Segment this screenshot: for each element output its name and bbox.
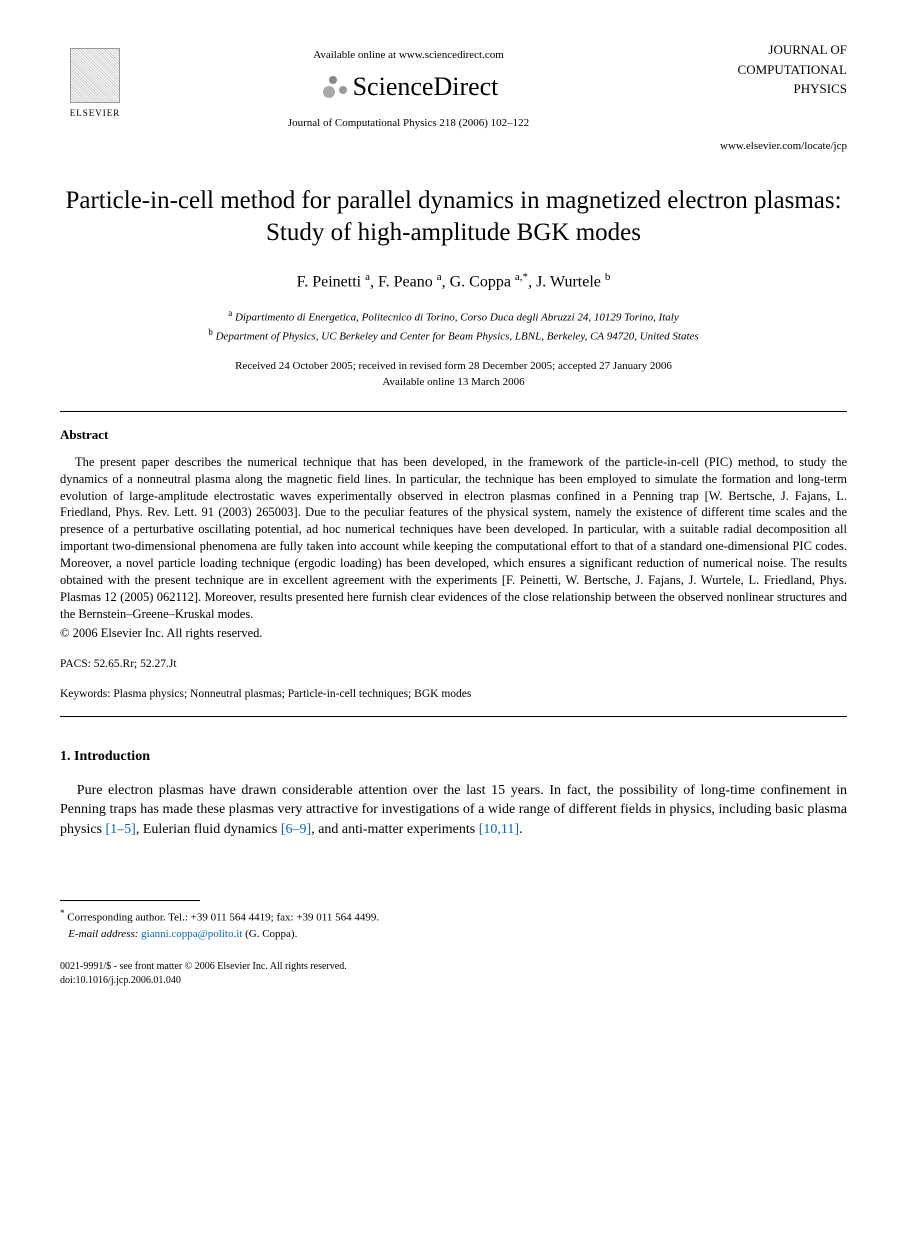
author-4: J. Wurtele [536, 273, 601, 290]
ref-link-3[interactable]: [10,11] [479, 822, 519, 837]
pacs-label: PACS: [60, 658, 91, 670]
corresponding-author-footnote: * Corresponding author. Tel.: +39 011 56… [60, 907, 847, 943]
author-2-aff: a [437, 271, 442, 283]
dates-line1: Received 24 October 2005; received in re… [60, 358, 847, 375]
author-4-aff: b [605, 271, 611, 283]
keywords-values: Plasma physics; Nonneutral plasmas; Part… [113, 688, 471, 700]
footnote-line2: E-mail address: gianni.coppa@polito.it (… [60, 926, 847, 943]
article-dates: Received 24 October 2005; received in re… [60, 358, 847, 391]
affiliation-b: b Department of Physics, UC Berkeley and… [60, 326, 847, 345]
corr-email-name: (G. Coppa). [245, 928, 297, 940]
email-label: E-mail address: [68, 928, 138, 940]
publisher-name: ELSEVIER [70, 107, 121, 120]
keywords-line: Keywords: Plasma physics; Nonneutral pla… [60, 686, 847, 702]
journal-name-line2: COMPUTATIONAL [687, 60, 847, 80]
page-footer: 0021-9991/$ - see front matter © 2006 El… [60, 960, 847, 988]
footer-line1: 0021-9991/$ - see front matter © 2006 El… [60, 960, 847, 974]
footnote-rule [60, 900, 200, 901]
ref-link-1[interactable]: [1–5] [106, 822, 136, 837]
copyright-line: © 2006 Elsevier Inc. All rights reserved… [60, 625, 847, 643]
affiliations: a Dipartimento di Energetica, Politecnic… [60, 307, 847, 345]
abstract-text: The present paper describes the numerica… [60, 454, 847, 623]
ref-link-2[interactable]: [6–9] [281, 822, 311, 837]
author-1: F. Peinetti [297, 273, 362, 290]
journal-reference: Journal of Computational Physics 218 (20… [130, 116, 687, 131]
sciencedirect-icon [319, 74, 347, 102]
introduction-heading: 1. Introduction [60, 747, 847, 767]
rule-bottom [60, 716, 847, 717]
elsevier-tree-icon [70, 48, 120, 103]
intro-text-mid1: , Eulerian fluid dynamics [136, 822, 281, 837]
author-1-aff: a [365, 271, 370, 283]
available-online-text: Available online at www.sciencedirect.co… [130, 48, 687, 63]
elsevier-logo: ELSEVIER [60, 40, 130, 120]
center-header: Available online at www.sciencedirect.co… [130, 40, 687, 131]
journal-name-block: JOURNAL OF COMPUTATIONAL PHYSICS [687, 40, 847, 99]
author-3-aff: a,* [515, 271, 528, 283]
aff-b-text: Department of Physics, UC Berkeley and C… [216, 331, 699, 343]
header-row: ELSEVIER Available online at www.science… [60, 40, 847, 131]
author-2: F. Peano [378, 273, 433, 290]
corr-author-text: Corresponding author. Tel.: +39 011 564 … [67, 911, 379, 923]
rule-top [60, 411, 847, 412]
affiliation-a: a Dipartimento di Energetica, Politecnic… [60, 307, 847, 326]
journal-name-line1: JOURNAL OF [687, 40, 847, 60]
journal-url[interactable]: www.elsevier.com/locate/jcp [60, 139, 847, 154]
asterisk-icon: * [60, 908, 65, 918]
intro-text-post: . [519, 822, 523, 837]
pacs-line: PACS: 52.65.Rr; 52.27.Jt [60, 656, 847, 672]
introduction-paragraph: Pure electron plasmas have drawn conside… [60, 781, 847, 840]
article-title: Particle-in-cell method for parallel dyn… [60, 185, 847, 250]
journal-name: JOURNAL OF COMPUTATIONAL PHYSICS [687, 40, 847, 99]
intro-text-mid2: , and anti-matter experiments [311, 822, 479, 837]
footnote-line1: * Corresponding author. Tel.: +39 011 56… [60, 907, 847, 926]
sciencedirect-logo: ScienceDirect [130, 69, 687, 105]
platform-name: ScienceDirect [353, 69, 499, 105]
aff-a-sup: a [228, 308, 232, 318]
corr-email[interactable]: gianni.coppa@polito.it [141, 928, 242, 940]
author-3: G. Coppa [450, 273, 511, 290]
aff-a-text: Dipartimento di Energetica, Politecnico … [235, 312, 679, 324]
keywords-label: Keywords: [60, 688, 110, 700]
abstract-heading: Abstract [60, 426, 847, 444]
pacs-values: 52.65.Rr; 52.27.Jt [94, 658, 177, 670]
authors-line: F. Peinetti a, F. Peano a, G. Coppa a,*,… [60, 270, 847, 294]
dates-line2: Available online 13 March 2006 [60, 374, 847, 391]
aff-b-sup: b [208, 327, 213, 337]
journal-name-line3: PHYSICS [687, 79, 847, 99]
footer-line2: doi:10.1016/j.jcp.2006.01.040 [60, 974, 847, 988]
